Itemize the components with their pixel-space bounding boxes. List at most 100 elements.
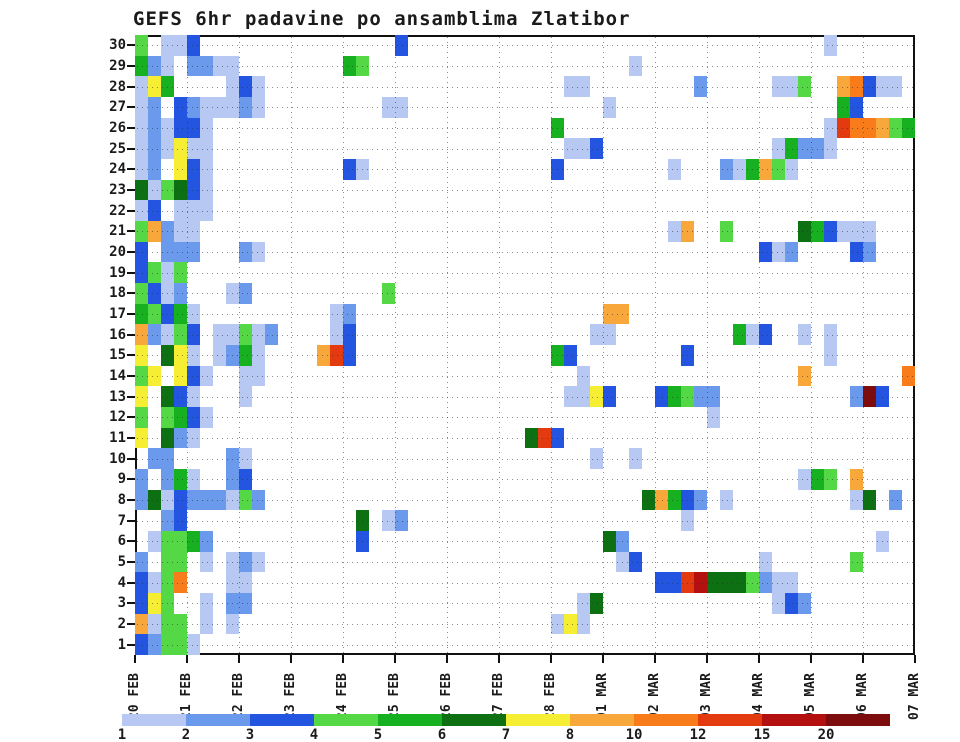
heatmap-cell xyxy=(551,117,564,139)
heatmap-cell xyxy=(551,427,564,449)
h-gridline xyxy=(137,128,913,129)
heatmap-cell xyxy=(148,117,161,139)
heatmap-cell xyxy=(655,489,668,511)
y-tick-label: 28 xyxy=(109,78,126,95)
legend-color-segment xyxy=(186,714,250,726)
y-tick-mark xyxy=(127,416,135,419)
heatmap-cell xyxy=(681,489,694,511)
h-gridline xyxy=(137,252,913,253)
heatmap-cell xyxy=(187,427,200,449)
legend-color-segment xyxy=(506,714,570,726)
heatmap-cell xyxy=(577,365,590,387)
h-gridline xyxy=(137,45,913,47)
y-tick-mark xyxy=(127,106,135,109)
v-gridline xyxy=(187,37,188,653)
color-legend xyxy=(122,714,890,726)
h-gridline xyxy=(137,355,913,357)
y-tick-mark xyxy=(127,230,135,233)
y-tick-mark xyxy=(127,602,135,605)
legend-label: 6 xyxy=(437,727,447,742)
x-tick-mark xyxy=(550,655,552,663)
legend-label: 8 xyxy=(565,727,575,742)
heatmap-cell xyxy=(161,489,174,511)
legend-color-segment xyxy=(378,714,442,726)
heatmap-cell xyxy=(161,613,174,635)
heatmap-cell xyxy=(824,117,837,139)
heatmap-cell xyxy=(863,117,876,139)
v-gridline xyxy=(551,37,552,653)
plot-area xyxy=(135,35,915,655)
heatmap-cell xyxy=(148,613,161,635)
y-tick-label: 30 xyxy=(109,37,126,54)
h-gridline xyxy=(137,603,913,605)
y-tick-mark xyxy=(127,65,135,67)
y-tick-label: 20 xyxy=(109,244,126,260)
x-tick-label: 22 FEB xyxy=(231,673,246,720)
heatmap-cell xyxy=(187,179,200,201)
v-gridline xyxy=(759,37,760,653)
x-tick-label: 04 MAR xyxy=(751,673,766,720)
x-tick-mark xyxy=(914,655,916,663)
heatmap-cell xyxy=(551,613,564,635)
y-tick-label: 10 xyxy=(109,450,126,467)
y-tick-label: 25 xyxy=(109,140,126,157)
y-tick-mark xyxy=(127,643,135,646)
heatmap-cell xyxy=(668,489,681,511)
x-tick-mark xyxy=(446,655,448,663)
y-tick-mark xyxy=(127,375,135,377)
heatmap-cell xyxy=(174,613,187,635)
y-tick-mark xyxy=(127,457,135,460)
y-tick-label: 15 xyxy=(109,347,126,364)
h-gridline xyxy=(137,66,913,67)
heatmap-cell xyxy=(603,303,616,325)
y-tick-label: 23 xyxy=(109,182,126,198)
x-tick-label: 24 FEB xyxy=(335,673,350,720)
heatmap-cell xyxy=(564,613,577,635)
legend-label: 2 xyxy=(181,727,191,742)
legend-label: 4 xyxy=(309,727,319,742)
y-tick-label: 4 xyxy=(117,574,126,591)
y-tick-mark xyxy=(127,147,135,150)
heatmap-cell xyxy=(187,489,200,511)
heatmap-cell xyxy=(161,551,174,573)
legend-label: 15 xyxy=(753,727,771,742)
heatmap-cell xyxy=(200,613,213,635)
heatmap-cell xyxy=(616,551,629,573)
heatmap-cell xyxy=(863,241,876,263)
y-tick-label: 8 xyxy=(117,492,126,508)
heatmap-cell xyxy=(889,117,902,139)
x-tick-label: 03 MAR xyxy=(699,673,714,720)
h-gridline xyxy=(137,562,913,563)
y-tick-label: 17 xyxy=(109,306,126,322)
h-gridline xyxy=(137,582,913,584)
heatmap-cell xyxy=(161,241,174,263)
y-tick-label: 26 xyxy=(109,120,126,136)
y-tick-label: 24 xyxy=(109,161,126,178)
heatmap-cell xyxy=(200,551,213,573)
x-tick-mark xyxy=(602,655,604,663)
heatmap-cell xyxy=(252,365,265,387)
x-tick-mark xyxy=(186,655,188,663)
heatmap-cell xyxy=(629,551,642,573)
heatmap-cell xyxy=(694,489,707,511)
y-tick-label: 21 xyxy=(109,223,126,240)
h-gridline xyxy=(137,190,913,191)
v-gridline xyxy=(655,37,656,653)
h-gridline xyxy=(137,458,913,460)
y-tick-mark xyxy=(127,209,135,212)
y-tick-label: 9 xyxy=(117,471,126,488)
heatmap-cell xyxy=(759,241,772,263)
heatmap-cell xyxy=(174,365,187,387)
heatmap-cell xyxy=(642,489,655,511)
y-tick-label: 11 xyxy=(109,430,126,446)
y-tick-label: 16 xyxy=(109,326,126,343)
x-tick-mark xyxy=(342,655,344,663)
heatmap-cell xyxy=(772,241,785,263)
y-tick-mark xyxy=(127,561,135,563)
legend-color-segment xyxy=(570,714,634,726)
y-tick-mark xyxy=(127,519,135,522)
y-tick-label: 5 xyxy=(117,554,126,570)
heatmap-cell xyxy=(213,55,226,77)
x-tick-mark xyxy=(498,655,500,663)
